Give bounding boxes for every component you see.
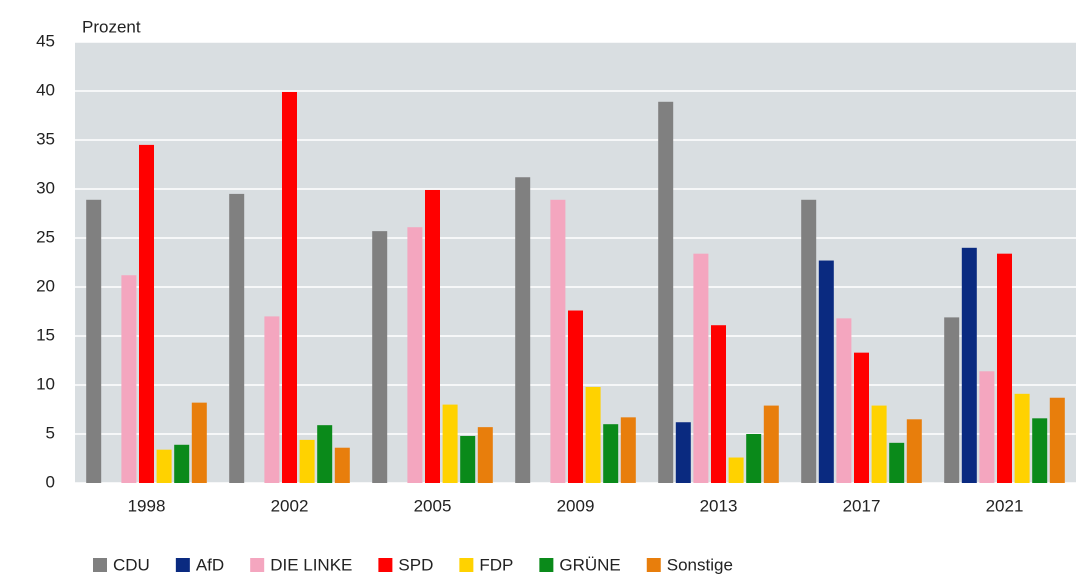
x-tick-label: 2017 [843, 496, 881, 515]
bar [139, 144, 154, 483]
bar [299, 439, 315, 483]
y-tick-label: 15 [36, 325, 55, 344]
bar [407, 227, 423, 483]
bar [585, 386, 601, 483]
legend-label: CDU [113, 555, 150, 574]
y-tick-label: 0 [46, 472, 55, 491]
bar [550, 199, 566, 483]
y-tick-label: 20 [36, 276, 55, 295]
bar [1049, 397, 1065, 483]
y-tick-label: 40 [36, 80, 55, 99]
y-tick-label: 5 [46, 423, 55, 442]
bar [317, 425, 333, 483]
bar [191, 402, 207, 483]
legend-swatch [93, 558, 107, 572]
bar [1032, 418, 1048, 483]
bar [711, 325, 726, 483]
x-tick-label: 1998 [128, 496, 166, 515]
legend-swatch [250, 558, 265, 572]
x-tick-label: 2005 [414, 496, 452, 515]
y-tick-label: 10 [36, 374, 55, 393]
legend-swatch [459, 558, 474, 572]
bar [675, 422, 691, 483]
bar [460, 435, 476, 483]
bar [372, 231, 388, 483]
bar [282, 91, 297, 483]
legend-label: FDP [479, 555, 513, 574]
bar [658, 101, 674, 483]
bar [568, 310, 583, 483]
bar [264, 316, 280, 483]
bar [801, 199, 817, 483]
bar [121, 275, 137, 483]
bar [961, 247, 977, 483]
bar [425, 189, 440, 484]
bar [442, 404, 458, 483]
bar [156, 449, 172, 483]
y-tick-label: 35 [36, 129, 55, 148]
bar [979, 371, 995, 483]
y-tick-label: 25 [36, 227, 55, 246]
bar [334, 447, 350, 483]
legend-label: Sonstige [667, 555, 733, 574]
bar [746, 434, 762, 483]
bar [728, 457, 744, 483]
legend-label: SPD [398, 555, 433, 574]
x-tick-label: 2002 [271, 496, 309, 515]
legend-label: AfD [196, 555, 224, 574]
x-tick-label: 2021 [986, 496, 1024, 515]
bar [854, 352, 869, 483]
bar [836, 318, 852, 483]
legend-swatch [378, 558, 393, 572]
bar [174, 444, 190, 483]
legend-swatch [539, 558, 554, 572]
legend-label: GRÜNE [559, 555, 620, 574]
bar [871, 405, 887, 483]
bar [906, 419, 922, 483]
bar [603, 424, 619, 483]
bar [889, 442, 905, 483]
bar [1014, 393, 1030, 483]
x-tick-label: 2009 [557, 496, 595, 515]
bar [763, 405, 779, 483]
bar [693, 253, 709, 483]
legend-label: DIE LINKE [270, 555, 352, 574]
bar [477, 427, 493, 483]
bar [229, 193, 245, 483]
bar [515, 177, 531, 484]
bar [86, 199, 102, 483]
x-tick-label: 2013 [700, 496, 738, 515]
bar [997, 253, 1012, 483]
y-tick-label: 45 [36, 31, 55, 50]
bar [944, 317, 960, 483]
y-tick-label: 30 [36, 178, 55, 197]
y-axis-label: Prozent [82, 17, 141, 36]
bar [818, 260, 834, 483]
legend-swatch [646, 558, 661, 572]
bar [620, 417, 636, 483]
legend-swatch [175, 558, 190, 572]
